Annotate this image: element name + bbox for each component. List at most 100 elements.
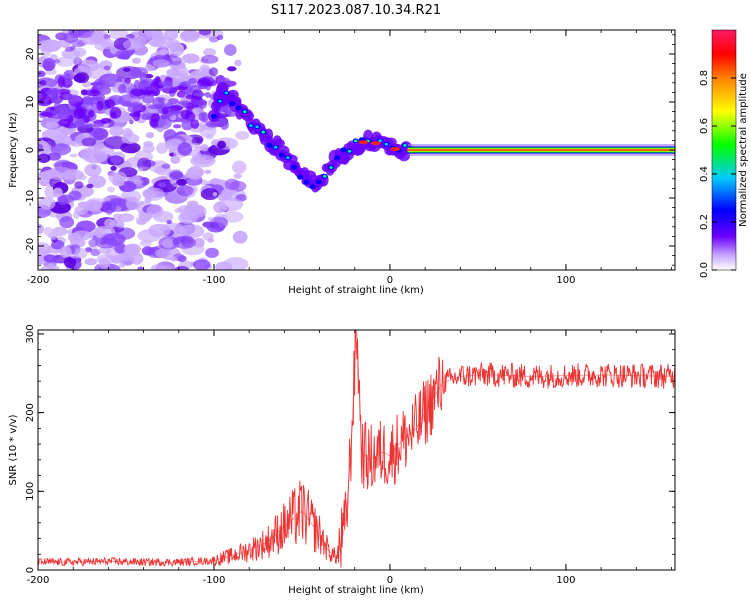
band-blob bbox=[124, 77, 131, 84]
band-blob bbox=[180, 81, 192, 88]
speckle bbox=[159, 48, 169, 56]
speckle bbox=[114, 242, 127, 254]
snr-panel: -200 -100 0 100 0 100 200 300 Height of straigh… bbox=[8, 324, 676, 596]
track-core bbox=[278, 152, 285, 158]
track-core bbox=[210, 113, 217, 119]
speckle bbox=[200, 54, 219, 64]
band-blob bbox=[73, 108, 85, 120]
track-peak bbox=[286, 156, 290, 160]
speckle bbox=[42, 57, 56, 72]
track-peak bbox=[218, 99, 222, 103]
speckle bbox=[161, 163, 171, 169]
track-peak bbox=[347, 149, 352, 153]
band-blob bbox=[197, 99, 208, 109]
speckle bbox=[220, 188, 233, 200]
speckle bbox=[40, 39, 62, 52]
colorbar-tick-label: 0.2 bbox=[699, 214, 710, 230]
speckle bbox=[67, 232, 82, 242]
speckle bbox=[93, 128, 109, 141]
speckle bbox=[90, 248, 101, 256]
speckle bbox=[140, 177, 150, 186]
speckle bbox=[119, 261, 126, 268]
snr-ytick-label: 100 bbox=[25, 482, 36, 501]
speckle bbox=[137, 162, 144, 167]
speckle bbox=[233, 173, 242, 179]
speckle bbox=[181, 53, 200, 64]
speckle bbox=[73, 47, 87, 58]
band-blob bbox=[47, 87, 62, 95]
speckle bbox=[110, 255, 125, 263]
band-blob bbox=[204, 91, 211, 98]
speckle bbox=[138, 200, 145, 205]
speckle bbox=[136, 219, 147, 225]
spectrogram-ytick-label: 10 bbox=[25, 96, 36, 109]
track-core bbox=[235, 105, 242, 111]
speckle bbox=[200, 188, 219, 201]
speckle bbox=[98, 246, 112, 254]
track-core bbox=[340, 147, 347, 153]
track-peak bbox=[378, 139, 383, 143]
snr-ylabel: SNR (10 * v/v) bbox=[8, 414, 19, 485]
speckle bbox=[72, 211, 80, 219]
speckle bbox=[160, 265, 174, 270]
spectrogram-ytick-label: 20 bbox=[25, 48, 36, 61]
band-blob bbox=[181, 119, 193, 131]
colorbar-ticks: 0.0 0.2 0.4 0.6 0.8 bbox=[699, 70, 736, 278]
speckle bbox=[68, 190, 82, 201]
spectrogram-xtick-label: -200 bbox=[27, 275, 50, 286]
speckle bbox=[179, 30, 200, 43]
band-blob bbox=[63, 110, 71, 119]
track-peak bbox=[329, 166, 333, 169]
track-core bbox=[309, 184, 316, 190]
speckle bbox=[82, 132, 90, 138]
band-blob bbox=[57, 76, 66, 88]
spectrogram-ytick-label: 0 bbox=[25, 147, 36, 153]
speckle bbox=[112, 179, 125, 187]
band-blob bbox=[208, 122, 222, 127]
track-peak bbox=[242, 110, 247, 114]
speckle bbox=[88, 238, 98, 247]
speckle bbox=[98, 257, 111, 269]
speckle bbox=[110, 155, 122, 165]
spectrogram-xlabel: Height of straight line (km) bbox=[288, 285, 424, 296]
speckle bbox=[47, 166, 74, 181]
speckle bbox=[205, 134, 214, 140]
speckle bbox=[112, 213, 124, 220]
colorbar: 0.0 0.2 0.4 0.6 0.8 Normalized spectral ampl… bbox=[699, 29, 749, 278]
band-blob bbox=[150, 113, 160, 123]
speckle bbox=[185, 167, 200, 179]
speckle bbox=[235, 131, 250, 140]
band-blob bbox=[188, 77, 198, 84]
speckle bbox=[166, 219, 172, 225]
band-blob bbox=[69, 121, 80, 129]
speckle bbox=[189, 142, 200, 149]
speckle bbox=[38, 197, 56, 210]
speckle bbox=[38, 70, 46, 78]
speckle bbox=[155, 36, 175, 49]
speckle bbox=[63, 32, 79, 43]
speckle bbox=[137, 266, 144, 270]
carrier-core bbox=[407, 149, 675, 151]
speckle bbox=[59, 216, 75, 229]
snr-plot-area bbox=[38, 330, 675, 568]
speckle bbox=[110, 165, 117, 171]
speckle bbox=[207, 216, 214, 221]
track-peak bbox=[323, 174, 327, 178]
speckle bbox=[157, 182, 167, 188]
speckle bbox=[81, 137, 96, 147]
track-core bbox=[266, 142, 273, 148]
speckle bbox=[50, 143, 72, 156]
speckle bbox=[177, 255, 187, 263]
speckle bbox=[177, 142, 193, 156]
band-blob bbox=[129, 102, 143, 107]
speckle bbox=[231, 160, 247, 174]
track-core bbox=[297, 174, 304, 180]
band-blob bbox=[219, 119, 229, 131]
track-hotspot bbox=[358, 140, 369, 145]
speckle bbox=[144, 197, 152, 203]
speckle bbox=[122, 39, 143, 50]
track-halo bbox=[264, 128, 274, 141]
band-blob bbox=[162, 106, 169, 115]
speckle bbox=[208, 36, 219, 43]
speckle bbox=[142, 188, 156, 199]
